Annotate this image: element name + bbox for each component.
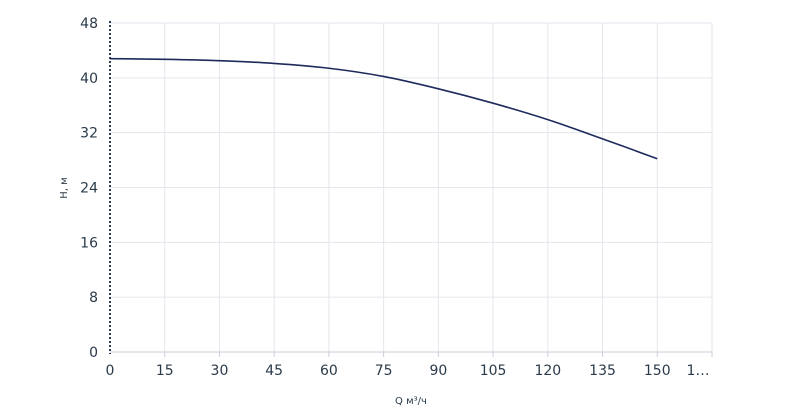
x-axis-title: Q м³/ч [395,396,427,407]
y-tick-label: 16 [80,235,98,251]
x-tick-label: 150 [644,363,671,379]
series [109,57,658,160]
x-tick-label: 60 [320,363,338,379]
x-tick-label: 0 [106,363,115,379]
x-tick-label: 120 [534,363,561,379]
y-tick-label: 32 [80,126,98,142]
grid [110,22,713,352]
x-tick-label: 135 [589,363,616,379]
series-line [109,57,658,160]
y-axis-title: H, м [59,177,70,198]
x-tick-label: 1… [687,363,710,379]
x-tick-label: 105 [480,363,507,379]
x-tick-label: 30 [211,363,229,379]
y-tick-label: 24 [80,181,98,197]
y-tick-label: 0 [89,345,98,361]
tick-labels: 0 8 16 24 32 40 48 0 15 30 45 60 75 90 105 120 135 150 1… [80,16,709,379]
x-tick-label: 90 [429,363,447,379]
axes [109,21,713,357]
x-tick-label: 15 [156,363,174,379]
x-tick-label: 75 [375,363,393,379]
y-tick-label: 48 [80,16,98,32]
x-tick-label: 45 [265,363,283,379]
y-tick-label: 8 [89,290,98,306]
y-tick-label: 40 [80,71,98,87]
